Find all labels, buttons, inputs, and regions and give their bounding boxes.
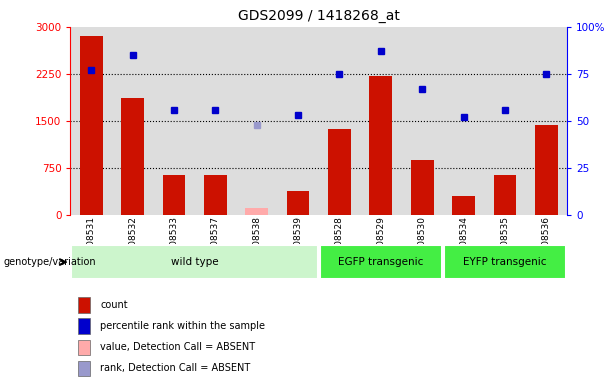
Bar — [112, 27, 153, 215]
Bar — [78, 339, 90, 355]
Bar — [162, 175, 185, 215]
FancyBboxPatch shape — [71, 245, 318, 279]
Bar — [526, 27, 567, 215]
Bar — [121, 98, 144, 215]
Bar — [360, 27, 402, 215]
Bar — [204, 175, 227, 215]
Text: percentile rank within the sample: percentile rank within the sample — [101, 321, 265, 331]
Bar — [319, 27, 360, 215]
Bar — [245, 208, 268, 215]
Bar — [78, 297, 90, 313]
Bar — [287, 191, 310, 215]
Bar — [70, 27, 112, 215]
Bar — [195, 27, 236, 215]
Bar — [153, 27, 195, 215]
Bar — [236, 27, 277, 215]
Bar — [277, 27, 319, 215]
Bar — [80, 36, 102, 215]
FancyBboxPatch shape — [319, 245, 442, 279]
Text: wild type: wild type — [171, 257, 218, 267]
Bar — [443, 27, 484, 215]
Bar — [452, 196, 475, 215]
FancyBboxPatch shape — [444, 245, 566, 279]
Bar — [493, 175, 516, 215]
Text: count: count — [101, 300, 128, 310]
Text: rank, Detection Call = ABSENT: rank, Detection Call = ABSENT — [101, 363, 251, 373]
Bar — [484, 27, 526, 215]
Bar — [411, 161, 433, 215]
Title: GDS2099 / 1418268_at: GDS2099 / 1418268_at — [238, 9, 400, 23]
Text: EGFP transgenic: EGFP transgenic — [338, 257, 424, 267]
Bar — [370, 76, 392, 215]
Bar — [78, 318, 90, 334]
Text: genotype/variation: genotype/variation — [3, 257, 96, 267]
Bar — [328, 129, 351, 215]
Bar — [78, 361, 90, 376]
Bar — [535, 125, 558, 215]
Text: value, Detection Call = ABSENT: value, Detection Call = ABSENT — [101, 342, 256, 352]
Text: EYFP transgenic: EYFP transgenic — [463, 257, 547, 267]
Bar — [402, 27, 443, 215]
